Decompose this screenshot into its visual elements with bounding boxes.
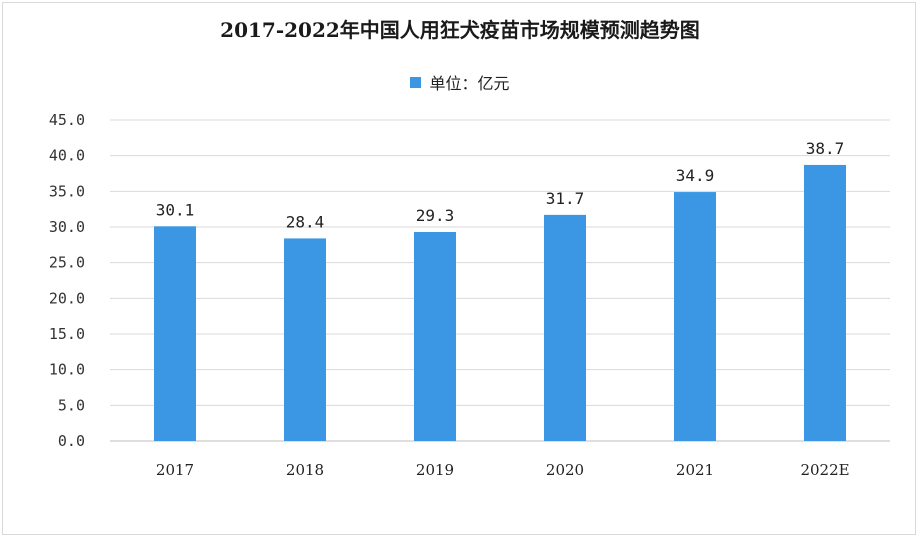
y-tick-label: 20.0 <box>49 289 85 307</box>
data-label: 29.3 <box>416 206 455 225</box>
y-tick-label: 15.0 <box>49 325 85 343</box>
y-tick-label: 30.0 <box>49 218 85 236</box>
data-labels: 30.1 28.4 29.3 31.7 34.9 38.7 <box>156 139 845 231</box>
data-label: 30.1 <box>156 200 195 219</box>
chart-title: 2017-2022年中国人用狂犬疫苗市场规模预测趋势图 <box>220 18 700 42</box>
y-tick-label: 45.0 <box>49 111 85 129</box>
y-tick-label: 0.0 <box>58 432 85 450</box>
x-tick-label: 2021 <box>676 461 714 479</box>
y-tick-label: 10.0 <box>49 361 85 379</box>
y-tick-label: 5.0 <box>58 396 85 414</box>
bar <box>544 214 586 441</box>
bar <box>154 226 196 441</box>
gridlines <box>110 119 890 442</box>
chart-legend: 单位：亿元 <box>0 70 920 94</box>
y-tick-label: 25.0 <box>49 254 85 272</box>
bar <box>804 164 846 441</box>
data-label: 28.4 <box>286 212 325 231</box>
legend-label: 单位：亿元 <box>429 74 510 93</box>
x-axis: 2017 2018 2019 2020 2021 2022E <box>156 461 850 479</box>
y-tick-label: 40.0 <box>49 147 85 165</box>
y-tick-label: 35.0 <box>49 182 85 200</box>
x-tick-label: 2020 <box>546 461 584 479</box>
legend-swatch <box>410 76 422 88</box>
data-label: 34.9 <box>676 166 715 185</box>
x-tick-label: 2017 <box>156 461 194 479</box>
bars <box>154 164 846 441</box>
y-axis: 0.0 5.0 10.0 15.0 20.0 25.0 30.0 35.0 40.0 45.0 <box>49 111 85 450</box>
bar <box>414 231 456 441</box>
bar <box>284 238 326 441</box>
bar <box>674 192 716 441</box>
data-label: 38.7 <box>806 139 845 158</box>
x-tick-label: 2019 <box>416 461 454 479</box>
x-tick-label: 2018 <box>286 461 324 479</box>
data-label: 31.7 <box>546 189 585 208</box>
x-tick-label: 2022E <box>800 461 849 479</box>
